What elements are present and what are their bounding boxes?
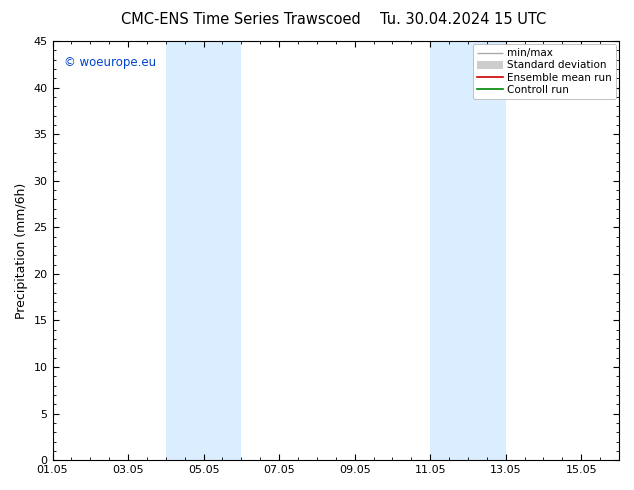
Text: Tu. 30.04.2024 15 UTC: Tu. 30.04.2024 15 UTC: [380, 12, 546, 27]
Bar: [430, 41, 506, 460]
Text: CMC-ENS Time Series Trawscoed: CMC-ENS Time Series Trawscoed: [121, 12, 361, 27]
Text: © woeurope.eu: © woeurope.eu: [64, 56, 156, 69]
Y-axis label: Precipitation (mm/6h): Precipitation (mm/6h): [15, 182, 28, 318]
Legend: min/max, Standard deviation, Ensemble mean run, Controll run: min/max, Standard deviation, Ensemble me…: [472, 44, 616, 99]
Bar: [166, 41, 242, 460]
